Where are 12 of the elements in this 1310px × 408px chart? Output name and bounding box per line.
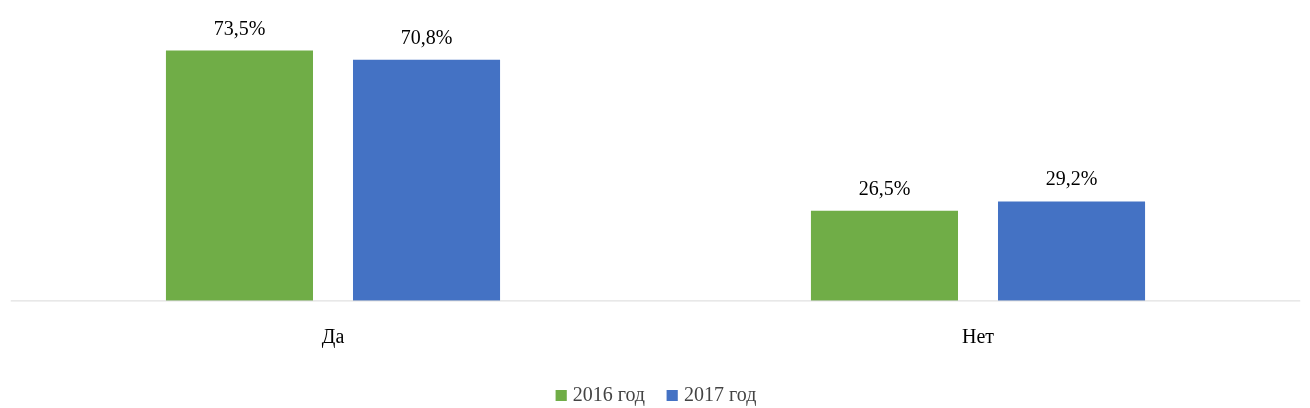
bar	[352, 59, 501, 301]
bar	[810, 210, 959, 301]
legend-label: 2017 год	[684, 383, 757, 406]
x-tick-label: Да	[321, 324, 345, 348]
legend-label: 2016 год	[572, 383, 645, 406]
data-label: 26,5%	[858, 176, 911, 199]
bar	[997, 201, 1146, 301]
x-tick-label: Нет	[961, 324, 995, 347]
bar	[165, 50, 314, 301]
data-label: 70,8%	[400, 25, 453, 48]
data-label: 29,2%	[1045, 167, 1098, 190]
data-label: 73,5%	[213, 16, 266, 39]
